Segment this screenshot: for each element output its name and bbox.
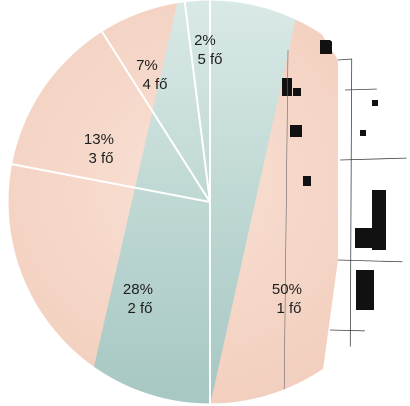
slice-dividers	[11, 0, 211, 404]
slice-label-2: 2% 5 fő	[194, 32, 222, 68]
map-area	[300, 0, 410, 404]
slice-count-13: 3 fő	[88, 150, 113, 167]
slice-label-28: 28% 2 fő	[123, 281, 157, 317]
slice-count-50: 1 fő	[276, 300, 301, 317]
slice-pct-7: 7%	[136, 57, 158, 74]
slice-divider-3	[100, 30, 211, 203]
river-edge-line	[283, 49, 289, 404]
teal-river-band	[85, 0, 300, 404]
slice-pct-13: 13%	[84, 131, 114, 148]
slice-pct-50: 50%	[272, 281, 302, 298]
slice-label-7: 7% 4 fő	[136, 57, 167, 93]
slice-divider-2	[11, 163, 211, 203]
slice-label-50: 50% 1 fő	[272, 281, 306, 317]
slice-pct-28: 28%	[123, 281, 153, 298]
slice-count-2: 5 fő	[197, 51, 222, 68]
slice-divider-4	[183, 1, 211, 203]
slice-count-28: 2 fő	[127, 300, 152, 317]
slice-labels: 50% 1 fő 28% 2 fő 13% 3 fő 7% 4 fő 2% 5 …	[84, 32, 306, 317]
slice-label-13: 13% 3 fő	[84, 131, 118, 167]
map-buildings	[282, 40, 386, 310]
slice-pct-2: 2%	[194, 32, 216, 49]
slice-count-7: 4 fő	[142, 76, 167, 93]
